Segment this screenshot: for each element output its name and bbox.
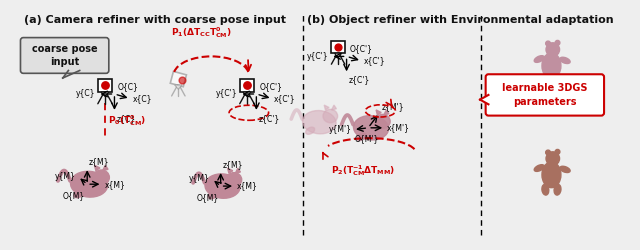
Text: x{C}: x{C} bbox=[132, 94, 152, 103]
Ellipse shape bbox=[555, 40, 560, 45]
Text: x{M}: x{M} bbox=[104, 180, 125, 189]
Ellipse shape bbox=[93, 170, 109, 185]
Ellipse shape bbox=[534, 165, 544, 172]
Polygon shape bbox=[170, 72, 186, 87]
Text: z{C}: z{C} bbox=[116, 114, 136, 123]
Text: $\mathbf{P_2(T^{-1}_{CM}\Delta T_{MM})}$: $\mathbf{P_2(T^{-1}_{CM}\Delta T_{MM})}$ bbox=[332, 164, 396, 178]
Ellipse shape bbox=[555, 150, 560, 154]
FancyBboxPatch shape bbox=[20, 38, 109, 73]
Text: x{M}: x{M} bbox=[237, 182, 258, 190]
Ellipse shape bbox=[303, 110, 336, 134]
Ellipse shape bbox=[542, 53, 561, 79]
Polygon shape bbox=[324, 105, 329, 110]
Text: $\mathbf{P_1(\Delta T_{CC}T^0_{CM})}$: $\mathbf{P_1(\Delta T_{CC}T^0_{CM})}$ bbox=[172, 25, 232, 40]
Polygon shape bbox=[175, 85, 182, 89]
Ellipse shape bbox=[534, 56, 544, 62]
Text: learnable 3DGS
parameters: learnable 3DGS parameters bbox=[502, 83, 588, 106]
Text: y{M'}: y{M'} bbox=[328, 125, 351, 134]
Text: (a) Camera refiner with coarse pose input: (a) Camera refiner with coarse pose inpu… bbox=[24, 15, 286, 25]
Ellipse shape bbox=[542, 75, 548, 86]
Polygon shape bbox=[335, 53, 342, 58]
Text: x{C'}: x{C'} bbox=[364, 56, 385, 65]
Ellipse shape bbox=[356, 133, 366, 140]
Polygon shape bbox=[63, 70, 80, 78]
Text: O{M}: O{M} bbox=[63, 191, 85, 200]
Text: (b) Object refiner with Environmental adaptation: (b) Object refiner with Environmental ad… bbox=[307, 15, 614, 25]
Text: coarse pose
input: coarse pose input bbox=[32, 44, 97, 67]
Ellipse shape bbox=[353, 116, 388, 140]
Text: O{M'}: O{M'} bbox=[355, 134, 380, 143]
Text: z{M}: z{M} bbox=[223, 160, 243, 169]
Text: z{C'}: z{C'} bbox=[258, 114, 280, 123]
Text: y{C'}: y{C'} bbox=[307, 52, 328, 61]
Ellipse shape bbox=[560, 166, 570, 172]
Text: x{C'}: x{C'} bbox=[274, 94, 296, 103]
Ellipse shape bbox=[554, 184, 561, 195]
Text: y{M}: y{M} bbox=[55, 172, 76, 181]
Text: z{M}: z{M} bbox=[89, 157, 109, 166]
Polygon shape bbox=[102, 165, 108, 171]
Ellipse shape bbox=[323, 109, 338, 123]
Ellipse shape bbox=[375, 114, 390, 128]
Text: x{M'}: x{M'} bbox=[387, 123, 410, 132]
Ellipse shape bbox=[70, 171, 108, 197]
FancyBboxPatch shape bbox=[10, 4, 619, 246]
Ellipse shape bbox=[554, 75, 561, 86]
Ellipse shape bbox=[546, 43, 559, 56]
Polygon shape bbox=[480, 95, 488, 104]
Polygon shape bbox=[376, 110, 381, 115]
FancyBboxPatch shape bbox=[486, 74, 604, 116]
Ellipse shape bbox=[546, 152, 559, 165]
Text: z{M'}: z{M'} bbox=[381, 102, 404, 111]
Text: $\mathbf{P_0(T^0_{CM})}$: $\mathbf{P_0(T^0_{CM})}$ bbox=[108, 113, 146, 128]
Ellipse shape bbox=[546, 41, 550, 46]
Polygon shape bbox=[243, 92, 251, 96]
Polygon shape bbox=[95, 165, 100, 171]
Ellipse shape bbox=[208, 191, 218, 199]
Text: y{C'}: y{C'} bbox=[216, 90, 237, 98]
Polygon shape bbox=[384, 110, 389, 115]
Polygon shape bbox=[101, 92, 109, 96]
Polygon shape bbox=[236, 168, 241, 173]
Ellipse shape bbox=[542, 162, 561, 188]
Ellipse shape bbox=[74, 190, 84, 198]
Polygon shape bbox=[332, 105, 337, 110]
Text: O{C}: O{C} bbox=[117, 82, 138, 91]
Ellipse shape bbox=[306, 127, 315, 134]
Ellipse shape bbox=[542, 184, 548, 195]
Text: O{C'}: O{C'} bbox=[349, 44, 372, 54]
Ellipse shape bbox=[546, 150, 550, 155]
Text: y{M}: y{M} bbox=[189, 174, 210, 184]
Polygon shape bbox=[240, 79, 254, 92]
Text: z{C'}: z{C'} bbox=[348, 75, 370, 84]
Polygon shape bbox=[98, 79, 112, 92]
Ellipse shape bbox=[560, 57, 570, 64]
Ellipse shape bbox=[205, 174, 240, 198]
Text: O{M}: O{M} bbox=[196, 193, 219, 202]
Text: y{C}: y{C} bbox=[76, 90, 95, 98]
Polygon shape bbox=[228, 168, 233, 173]
Ellipse shape bbox=[227, 173, 242, 187]
Polygon shape bbox=[332, 41, 345, 53]
Text: O{C'}: O{C'} bbox=[259, 82, 282, 91]
